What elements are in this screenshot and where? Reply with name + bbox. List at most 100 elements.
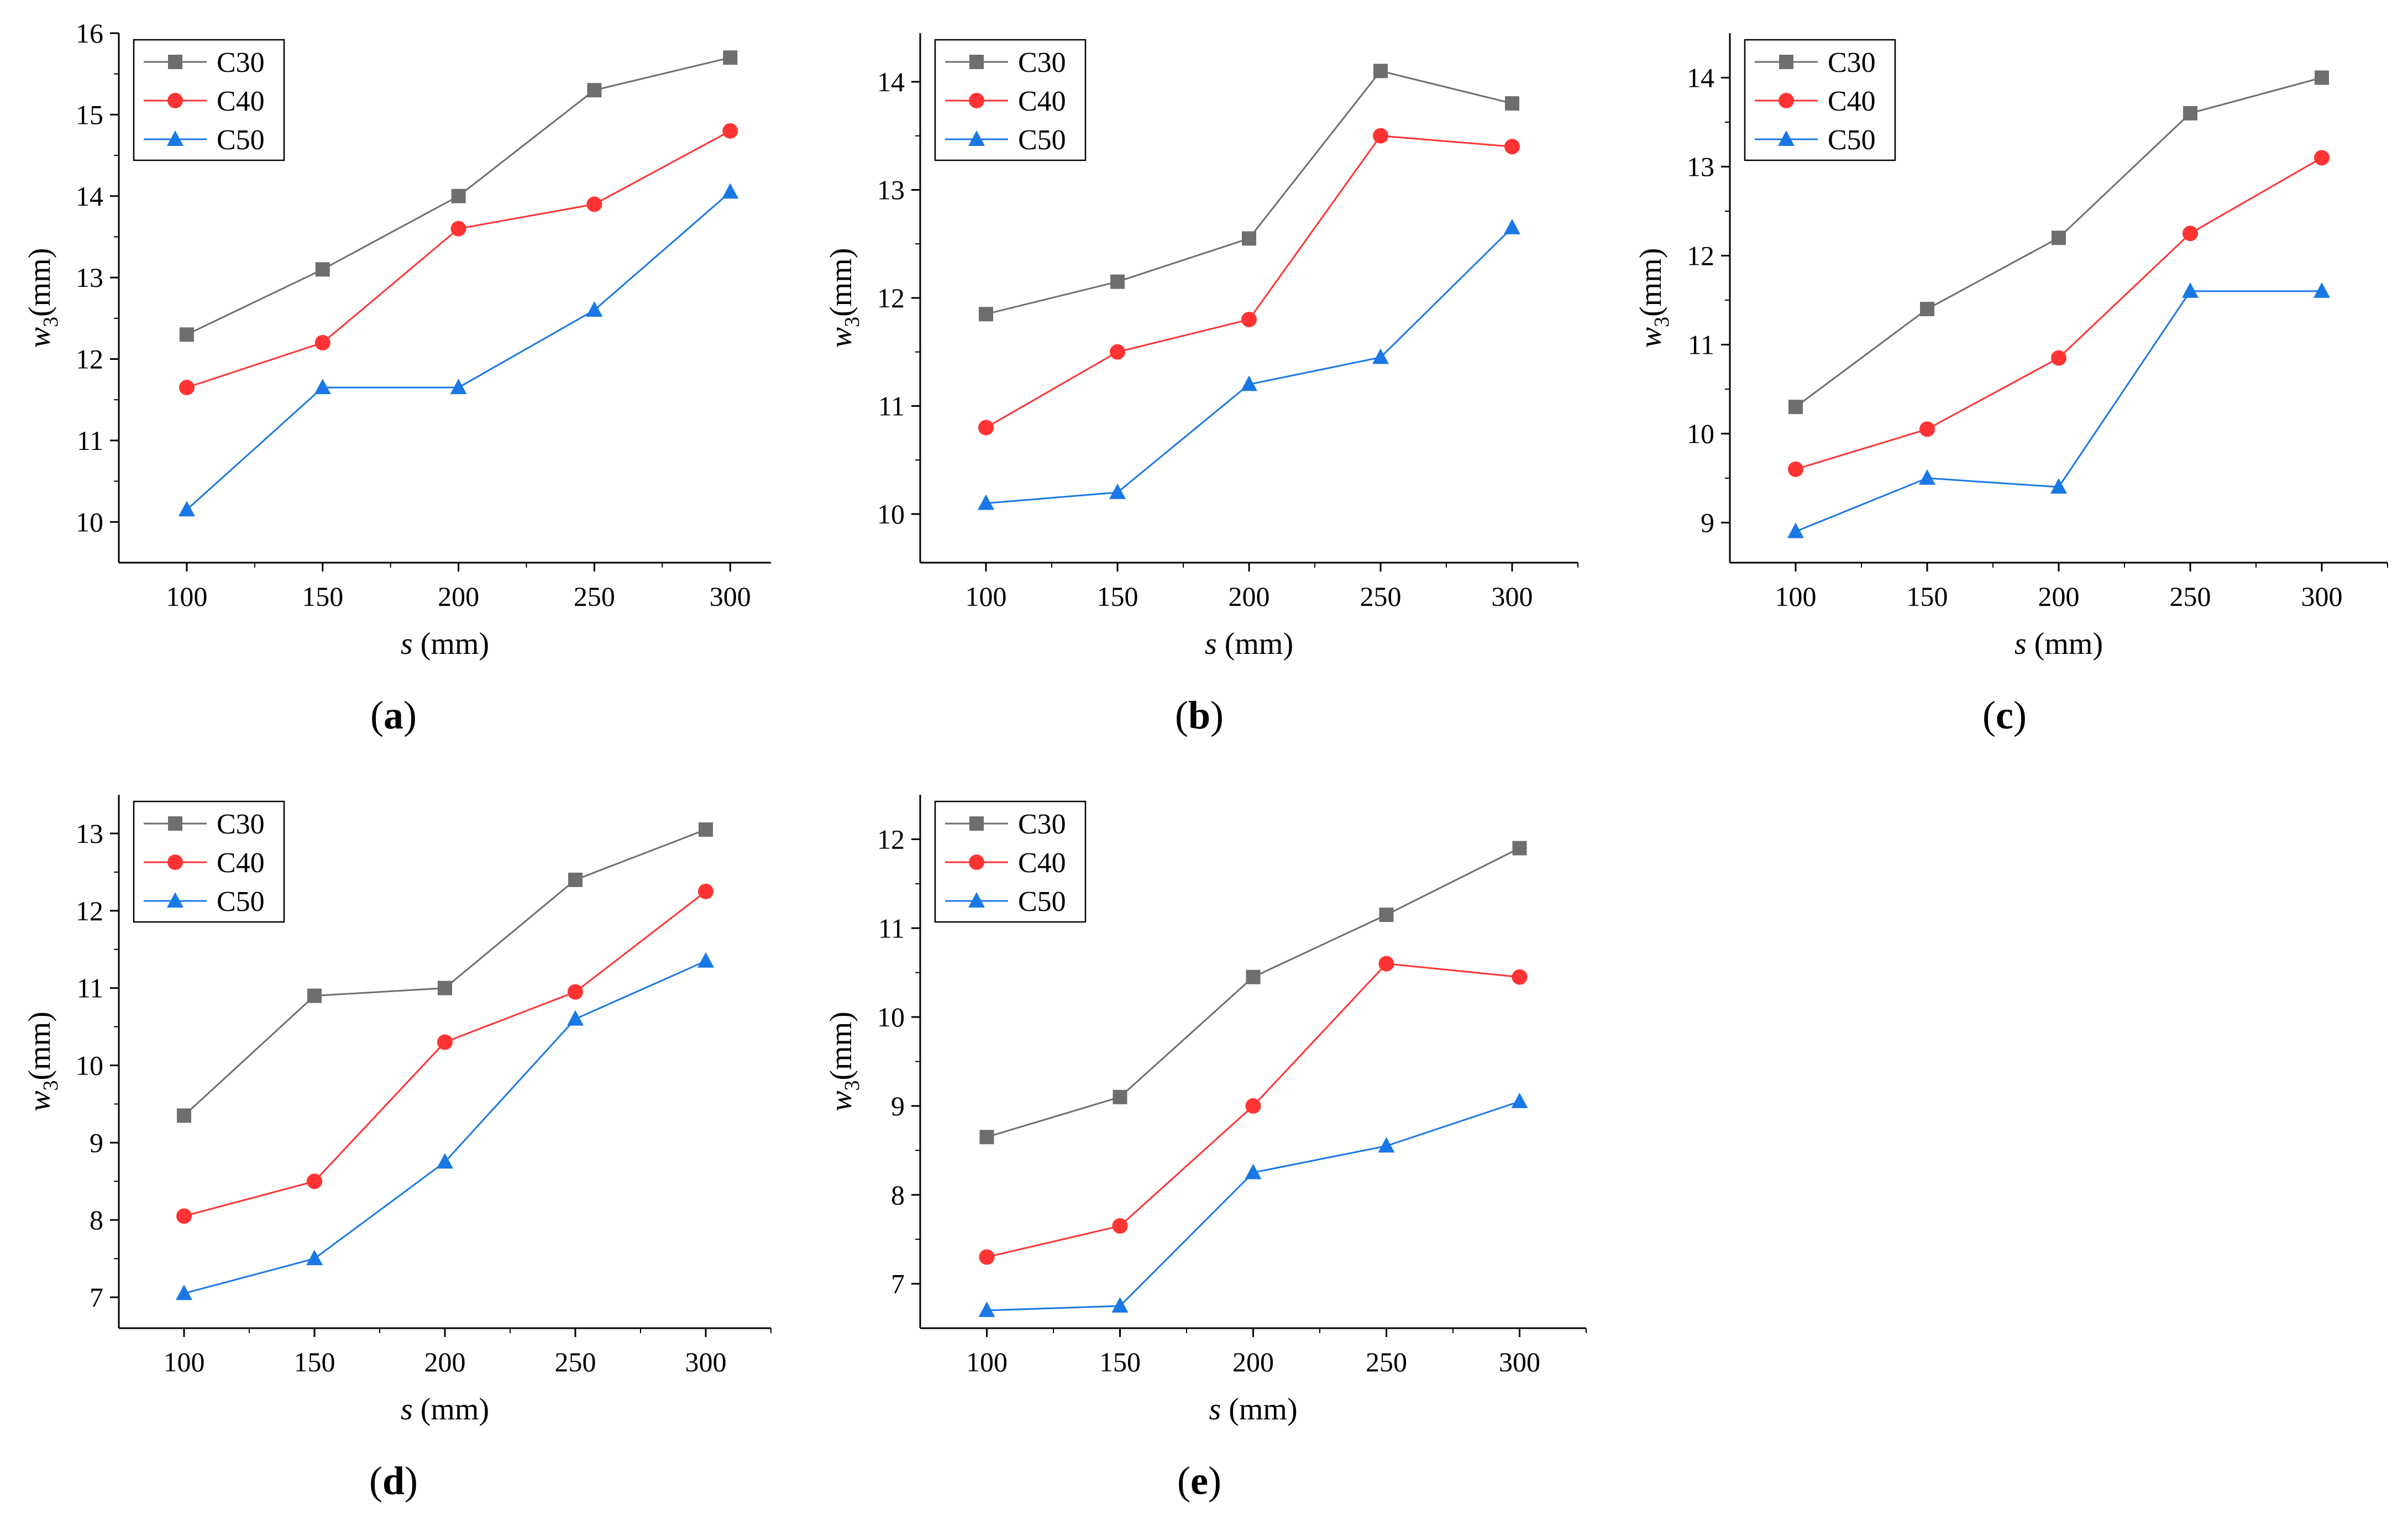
data-point-c40 — [1788, 461, 1803, 477]
y-tick-label: 9 — [1701, 507, 1714, 538]
data-point-c30 — [179, 327, 194, 342]
data-point-c30 — [1505, 96, 1519, 111]
legend-marker-c30 — [168, 816, 182, 831]
x-tick-label: 100 — [166, 581, 207, 612]
data-point-c50 — [2050, 478, 2067, 494]
y-tick-label: 11 — [1688, 329, 1714, 360]
data-point-c40 — [1512, 969, 1528, 985]
data-point-c40 — [1112, 1218, 1128, 1234]
y-tick-label: 9 — [90, 1127, 103, 1158]
caption-close: ) — [1208, 1459, 1221, 1503]
x-axis-label: s (mm) — [401, 1392, 489, 1427]
x-tick-label: 200 — [1229, 581, 1270, 612]
legend: C30 C40 C50 — [934, 39, 1087, 161]
legend: C30 C40 C50 — [133, 800, 285, 923]
data-point-c50 — [1111, 1297, 1129, 1313]
x-tick-label: 300 — [685, 1346, 727, 1377]
y-tick-label: 13 — [76, 262, 103, 293]
data-point-c50 — [697, 952, 714, 968]
x-axis-var: s — [1205, 627, 1217, 661]
data-point-c50 — [1372, 348, 1389, 364]
y-axis-subscript: 3 — [841, 317, 864, 327]
y-tick-label: 7 — [891, 1268, 905, 1299]
data-point-c40 — [1245, 1098, 1261, 1114]
data-point-c30 — [1920, 302, 1934, 317]
caption-close: ) — [403, 693, 417, 737]
data-point-c50 — [1241, 375, 1257, 391]
x-tick-label: 250 — [574, 581, 615, 612]
legend-label-c30: C30 — [1828, 47, 1876, 78]
data-point-c50 — [437, 1153, 453, 1169]
y-axis-var: w — [824, 327, 858, 348]
y-tick-label: 13 — [1687, 151, 1714, 182]
data-point-c40 — [586, 196, 602, 212]
y-axis-label: w3(mm) — [23, 248, 62, 348]
data-point-c40 — [2314, 150, 2330, 166]
series-line-c50 — [186, 191, 731, 511]
x-tick-label: 100 — [966, 581, 1007, 612]
y-tick-label: 12 — [877, 824, 905, 855]
data-point-c40 — [1919, 421, 1935, 437]
y-axis-subscript: 3 — [1650, 317, 1673, 327]
legend: C30 C40 C50 — [934, 800, 1087, 923]
legend-label-c40: C40 — [1018, 847, 1066, 879]
x-tick-label: 200 — [438, 581, 479, 612]
data-point-c30 — [2183, 106, 2197, 120]
y-axis-label: w3(mm) — [1634, 248, 1673, 348]
x-tick-label: 150 — [302, 581, 343, 612]
data-point-c50 — [2182, 282, 2199, 298]
data-point-c30 — [1242, 231, 1256, 246]
legend-label-c40: C40 — [1828, 86, 1876, 117]
caption-open: ( — [1177, 1459, 1190, 1503]
legend-marker-c30 — [969, 55, 984, 69]
data-point-c40 — [307, 1173, 322, 1189]
data-point-c40 — [1110, 344, 1125, 360]
series-line-c40 — [1795, 157, 2322, 470]
data-point-c50 — [586, 301, 603, 317]
data-point-c30 — [1113, 1089, 1127, 1104]
y-tick-label: 10 — [1687, 418, 1714, 449]
data-point-c50 — [567, 1010, 584, 1026]
panel-caption-a: (a) — [370, 693, 417, 737]
x-tick-label: 250 — [555, 1346, 596, 1377]
legend-marker-c40 — [1779, 93, 1794, 108]
legend-marker-c40 — [167, 855, 183, 870]
caption-letter: b — [1188, 693, 1210, 737]
y-axis-subscript: 3 — [39, 1081, 62, 1091]
series-line-c40 — [186, 130, 731, 389]
legend-marker-c40 — [969, 93, 984, 108]
x-tick-label: 100 — [1775, 581, 1817, 612]
x-axis-unit: (mm) — [413, 1392, 489, 1427]
y-axis-label: w3(mm) — [824, 248, 864, 348]
x-axis-unit: (mm) — [413, 627, 489, 661]
data-point-c50 — [2313, 282, 2330, 298]
legend-marker-c30 — [1779, 55, 1793, 69]
y-axis-subscript: 3 — [841, 1081, 864, 1091]
x-tick-label: 300 — [1499, 1346, 1540, 1377]
caption-open: ( — [1982, 693, 1996, 737]
data-point-c50 — [314, 379, 331, 395]
x-axis-label: s (mm) — [2014, 627, 2103, 661]
y-tick-label: 12 — [76, 344, 103, 375]
data-point-c40 — [2051, 350, 2066, 366]
legend-label-c40: C40 — [217, 86, 265, 117]
data-point-c50 — [1245, 1163, 1262, 1179]
y-tick-label: 11 — [77, 973, 103, 1004]
data-point-c40 — [179, 380, 195, 396]
y-tick-label: 15 — [76, 99, 103, 130]
legend-label-c50: C50 — [1018, 886, 1066, 918]
y-tick-label: 8 — [891, 1179, 905, 1210]
legend-marker-c50 — [167, 130, 183, 146]
x-axis-var: s — [1209, 1392, 1221, 1427]
data-point-c40 — [979, 1249, 995, 1265]
panel-caption-d: (d) — [369, 1459, 418, 1503]
legend-marker-c40 — [167, 93, 183, 108]
data-point-c30 — [2315, 70, 2329, 85]
y-tick-label: 7 — [90, 1282, 103, 1313]
panel-caption-e: (e) — [1177, 1459, 1221, 1503]
data-point-c40 — [568, 984, 583, 1000]
y-tick-label: 11 — [878, 391, 905, 422]
y-axis-var: w — [23, 1091, 57, 1112]
legend: C30 C40 C50 — [133, 39, 285, 161]
